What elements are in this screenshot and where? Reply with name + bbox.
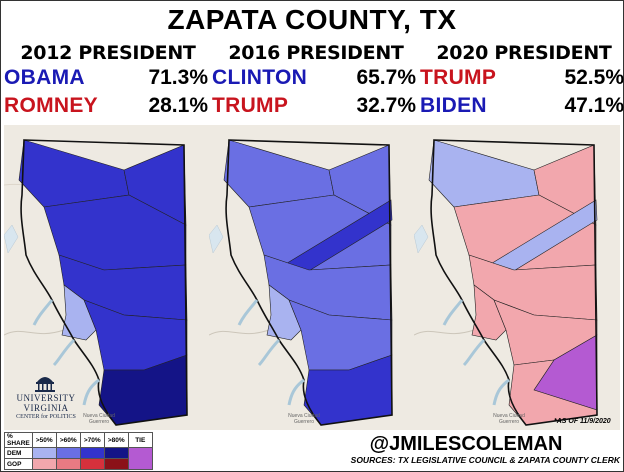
place-label: Nueva Ciudad Guerrero [493, 413, 525, 425]
map-2016 [209, 125, 416, 430]
column-heading-2012: 2012 PRESIDENT [20, 42, 196, 64]
county-map-2016 [209, 139, 393, 426]
column-heading-2020: 2020 PRESIDENT [436, 42, 612, 64]
legend-tie-swatch [127, 447, 153, 470]
candidate-share: 71.3% [148, 66, 208, 89]
legend-swatch [103, 447, 129, 459]
legend-row-label: DEM [4, 447, 33, 459]
results-2016: 2016 PRESIDENT CLINTON 65.7% TRUMP 32.7% [212, 42, 420, 120]
map-2020 [414, 125, 621, 430]
legend-header: % SHARE [4, 432, 33, 448]
legend-header: >60% [55, 432, 81, 448]
legend-header: >80% [103, 432, 129, 448]
result-row: CLINTON 65.7% [212, 66, 420, 92]
map-2012 [4, 125, 211, 430]
candidate-share: 47.1% [564, 94, 624, 117]
result-row: TRUMP 32.7% [212, 94, 420, 120]
result-row: TRUMP 52.5% [420, 66, 624, 92]
precinct [428, 139, 540, 208]
place-label: Nueva Ciudad Guerrero [288, 413, 320, 425]
uva-center-for-politics-logo: UNIVERSITY VIRGINIA CENTER for POLITICS [6, 372, 86, 427]
logo-line-3: CENTER for POLITICS [16, 414, 76, 420]
legend-header: >70% [79, 432, 105, 448]
place-label: Nueva Ciudad Guerrero [83, 413, 115, 425]
result-row: BIDEN 47.1% [420, 94, 624, 120]
legend-swatch [55, 447, 81, 459]
candidate-share: 52.5% [564, 66, 624, 89]
rotunda-icon [35, 377, 55, 392]
results-2012: 2012 PRESIDENT OBAMA 71.3% ROMNEY 28.1% [4, 42, 212, 120]
legend-header: TIE [127, 432, 153, 448]
candidate-name: ROMNEY [4, 94, 98, 117]
result-row: ROMNEY 28.1% [4, 94, 212, 120]
legend-swatch [55, 458, 81, 470]
legend-swatch [31, 458, 57, 470]
precinct [18, 139, 130, 208]
result-row: OBAMA 71.3% [4, 66, 212, 92]
county-map-2020 [414, 139, 598, 426]
legend-row-label: GOP [4, 458, 33, 470]
sources-note: SOURCES: TX LEGISLATIVE COUNCIL & ZAPATA… [350, 455, 620, 465]
results-2020: 2020 PRESIDENT TRUMP 52.5% BIDEN 47.1% [420, 42, 624, 120]
candidate-name: TRUMP [212, 94, 289, 117]
color-legend: % SHARE >50% >60% >70% >80% TIE DEM GOP [4, 432, 153, 470]
candidate-share: 65.7% [356, 66, 416, 89]
county-map-2012 [4, 139, 188, 426]
as-of-note: *AS OF 11/9/2020 [554, 418, 611, 425]
legend-header: >50% [31, 432, 57, 448]
candidate-name: BIDEN [420, 94, 487, 117]
candidate-name: OBAMA [4, 66, 85, 89]
legend-swatch [79, 458, 105, 470]
candidate-share: 32.7% [356, 94, 416, 117]
candidate-name: TRUMP [420, 66, 497, 89]
legend-swatch [103, 458, 129, 470]
legend-swatch [31, 447, 57, 459]
candidate-name: CLINTON [212, 66, 308, 89]
legend-swatch [79, 447, 105, 459]
logo-line-2: VIRGINIA [23, 403, 69, 413]
precinct [223, 139, 335, 208]
column-heading-2016: 2016 PRESIDENT [228, 42, 404, 64]
author-handle: @JMILESCOLEMAN [369, 433, 563, 455]
page-title: ZAPATA COUNTY, TX [167, 4, 457, 35]
candidate-share: 28.1% [148, 94, 208, 117]
logo-line-1: UNIVERSITY [16, 393, 76, 403]
